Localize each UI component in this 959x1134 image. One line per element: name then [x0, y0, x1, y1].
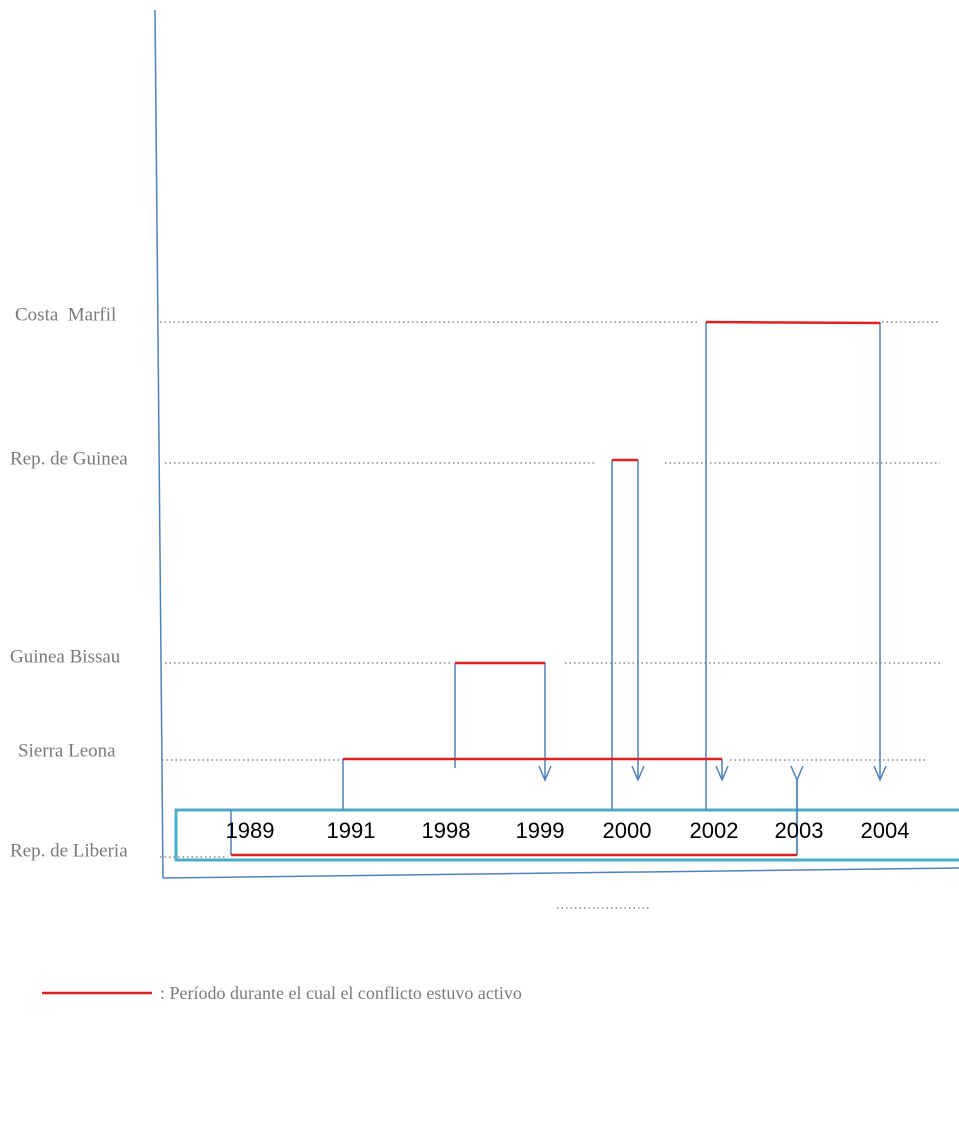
year: 1989: [226, 818, 275, 843]
horizontal-axis: [162, 867, 959, 879]
vertical-axis: [154, 9, 164, 879]
country-label: Rep. de Guinea: [10, 448, 128, 469]
arrow: [873, 322, 887, 782]
arrow: [715, 759, 729, 782]
arrow: [538, 663, 552, 782]
year: 2002: [690, 818, 739, 843]
country-label: Rep. de Liberia: [10, 840, 128, 861]
year: 2003: [775, 818, 824, 843]
leaders: [160, 321, 940, 909]
year: 1991: [327, 818, 376, 843]
period: [705, 320, 881, 325]
year: 2000: [603, 818, 652, 843]
legend-text: : Período durante el cual el conflicto e…: [160, 983, 522, 1003]
arrow: [631, 460, 645, 782]
country-label: Sierra Leona: [18, 740, 116, 761]
country-label: Guinea Bissau: [10, 646, 121, 667]
year: 1998: [422, 818, 471, 843]
year: 1999: [516, 818, 565, 843]
year: 2004: [861, 818, 910, 843]
periods: [231, 320, 881, 857]
arrow: [790, 765, 804, 855]
year-box: [174, 808, 959, 862]
connectors: [230, 322, 887, 855]
country-label: Costa Marfil: [15, 304, 116, 325]
